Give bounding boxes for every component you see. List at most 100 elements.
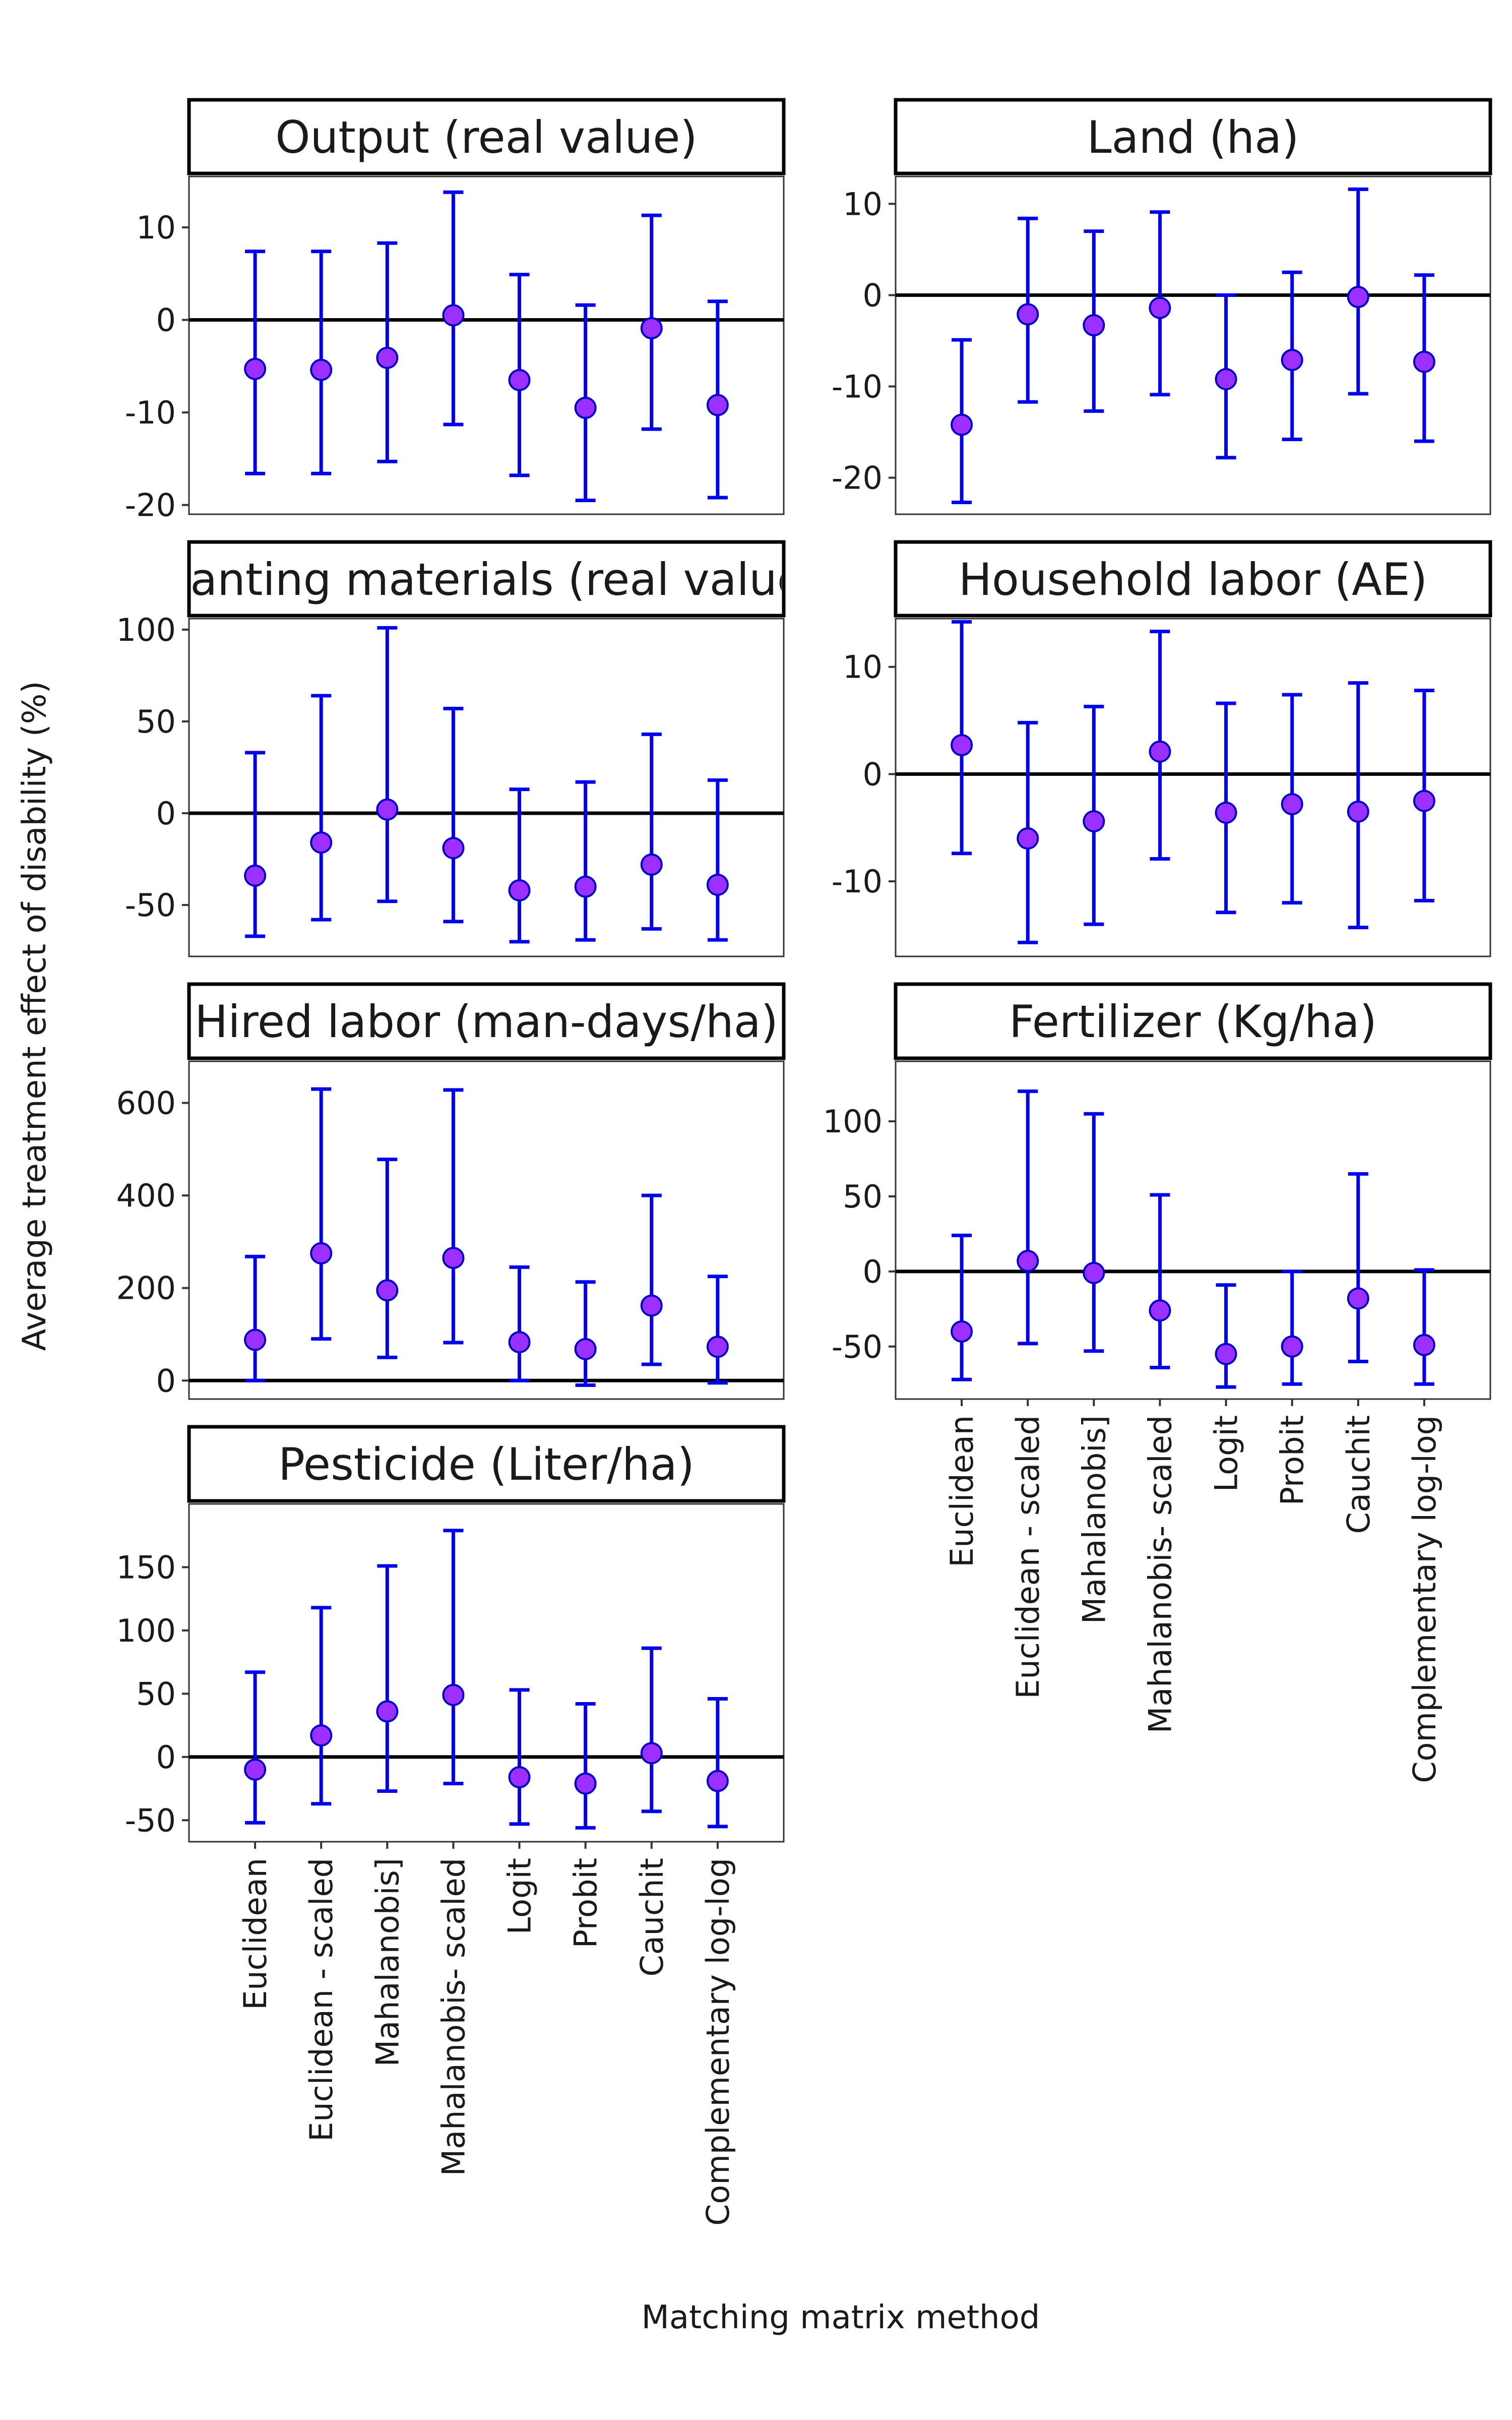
panel-border bbox=[895, 618, 1491, 957]
x-tick-label: Complementary log-log bbox=[1406, 1415, 1443, 1783]
y-tick-label: 100 bbox=[116, 612, 176, 648]
estimate-point bbox=[706, 1336, 729, 1358]
y-tick-label: 0 bbox=[156, 795, 176, 832]
strip-title: Planting materials (real value) bbox=[151, 554, 822, 606]
x-tick-label: Cauchit bbox=[1340, 1415, 1377, 1534]
errorbar-mahalanobis-scaled bbox=[443, 1088, 464, 1345]
strip-box bbox=[894, 982, 1492, 1060]
estimate-point bbox=[1413, 790, 1435, 812]
y-tick-label: -20 bbox=[125, 487, 176, 524]
estimate-point bbox=[574, 396, 597, 419]
errorbar-euclidean bbox=[245, 751, 266, 938]
panel-output-real-value: Output (real value) -20 -10 0 10 bbox=[125, 98, 786, 524]
y-tick-label: 400 bbox=[116, 1177, 176, 1214]
estimate-point bbox=[1083, 810, 1105, 832]
errorbar-euclidean-scaled bbox=[1018, 1090, 1038, 1346]
y-tick-label: 200 bbox=[116, 1270, 176, 1307]
strip-box bbox=[894, 98, 1492, 175]
errorbar-mahalanobis-scaled bbox=[443, 706, 464, 924]
errorbar-logit bbox=[509, 788, 530, 944]
panel-household-labor-ae: Household labor (AE) -10 0 10 bbox=[832, 540, 1492, 957]
estimate-point bbox=[442, 1247, 465, 1269]
x-tick-label: Probit bbox=[1274, 1415, 1311, 1505]
estimate-point bbox=[706, 394, 729, 416]
y-tick-label: 0 bbox=[156, 1739, 176, 1776]
panel-border bbox=[895, 175, 1491, 515]
errorbar-mahalanobis bbox=[377, 626, 398, 903]
x-axis-labels: Euclidean Euclidean - scaled Mahalanobis] M… bbox=[237, 1399, 1443, 2226]
y-tick-label: 0 bbox=[863, 277, 883, 314]
errorbar-complementary-log-log bbox=[1414, 1268, 1434, 1386]
x-tick-label: Euclidean - scaled bbox=[303, 1858, 340, 2142]
panel-planting-materials-real-value: Planting materials (real value) -50 0 50 100 bbox=[116, 540, 822, 957]
estimate-point bbox=[244, 1328, 267, 1351]
y-tick-label: 0 bbox=[156, 302, 176, 339]
errorbar-complementary-log-log bbox=[707, 1697, 728, 1829]
errorbar-mahalanobis-scaled bbox=[1150, 1193, 1170, 1369]
errorbar-complementary-log-log bbox=[707, 778, 728, 942]
x-tick-label: Euclidean - scaled bbox=[1010, 1415, 1046, 1699]
y-tick-label: 50 bbox=[136, 1675, 176, 1712]
estimate-point bbox=[442, 1683, 465, 1706]
estimate-point bbox=[1017, 1250, 1039, 1273]
errorbar-euclidean-scaled bbox=[311, 1087, 332, 1341]
estimate-point bbox=[1149, 740, 1171, 763]
estimate-point bbox=[951, 413, 973, 436]
errorbar-cauchit bbox=[1348, 1172, 1368, 1364]
estimate-point bbox=[244, 357, 267, 380]
errorbar-mahalanobis bbox=[377, 1564, 398, 1793]
y-tick-label: 10 bbox=[843, 649, 883, 686]
y-tick-label: -10 bbox=[832, 863, 883, 900]
estimate-point bbox=[376, 1700, 399, 1723]
estimate-point bbox=[1413, 350, 1435, 373]
strip-box bbox=[187, 540, 786, 618]
strip-title: Hired labor (man-days/ha) bbox=[195, 996, 778, 1048]
y-tick-label: 600 bbox=[116, 1085, 176, 1122]
x-tick-label: Mahalanobis- scaled bbox=[435, 1858, 472, 2176]
estimate-point bbox=[1215, 368, 1237, 390]
estimate-point bbox=[310, 1242, 333, 1264]
errorbar-cauchit bbox=[641, 732, 662, 931]
strip-box bbox=[187, 982, 786, 1060]
errorbar-mahalanobis bbox=[1084, 1112, 1104, 1353]
x-tick-label: Euclidean bbox=[237, 1858, 274, 2010]
x-tick-label: Logit bbox=[1208, 1415, 1245, 1492]
panel-border bbox=[188, 618, 785, 957]
errorbar-logit bbox=[509, 1688, 530, 1826]
estimate-point bbox=[1083, 314, 1105, 337]
y-tick-label: 10 bbox=[136, 209, 176, 246]
x-tick-label: Mahalanobis- scaled bbox=[1142, 1415, 1178, 1733]
x-tick-label: Mahalanobis] bbox=[1076, 1415, 1112, 1624]
errorbar-logit bbox=[509, 1265, 530, 1382]
estimate-point bbox=[508, 1331, 531, 1354]
estimate-point bbox=[951, 1320, 973, 1343]
errorbar-probit bbox=[575, 1280, 596, 1387]
estimate-point bbox=[1347, 286, 1369, 309]
estimate-point bbox=[376, 1279, 399, 1302]
errorbar-euclidean-scaled bbox=[311, 694, 332, 922]
y-tick-label: 50 bbox=[136, 703, 176, 740]
estimate-point bbox=[1413, 1334, 1435, 1356]
estimate-point bbox=[1149, 1299, 1171, 1322]
strip-box bbox=[894, 540, 1492, 618]
y-tick-label: 0 bbox=[863, 756, 883, 793]
estimate-point bbox=[310, 831, 333, 854]
x-tick-label: Complementary log-log bbox=[700, 1858, 736, 2226]
estimate-point bbox=[640, 853, 663, 876]
y-tick-label: -20 bbox=[832, 460, 883, 497]
errorbar-euclidean bbox=[245, 1254, 266, 1382]
estimate-point bbox=[574, 1338, 597, 1360]
estimate-point bbox=[1215, 1343, 1237, 1365]
strip-box bbox=[187, 1425, 786, 1503]
estimate-point bbox=[442, 304, 465, 327]
estimate-point bbox=[508, 1766, 531, 1789]
y-tick-label: 150 bbox=[116, 1549, 176, 1586]
strip-title: Pesticide (Liter/ha) bbox=[278, 1438, 695, 1490]
y-axis-title: Average treatment effect of disability (… bbox=[16, 681, 53, 1351]
estimate-point bbox=[1215, 801, 1237, 824]
y-tick-label: -50 bbox=[125, 887, 176, 924]
estimate-point bbox=[574, 1772, 597, 1795]
strip-title: Land (ha) bbox=[1087, 111, 1299, 163]
panel-border bbox=[188, 175, 785, 515]
